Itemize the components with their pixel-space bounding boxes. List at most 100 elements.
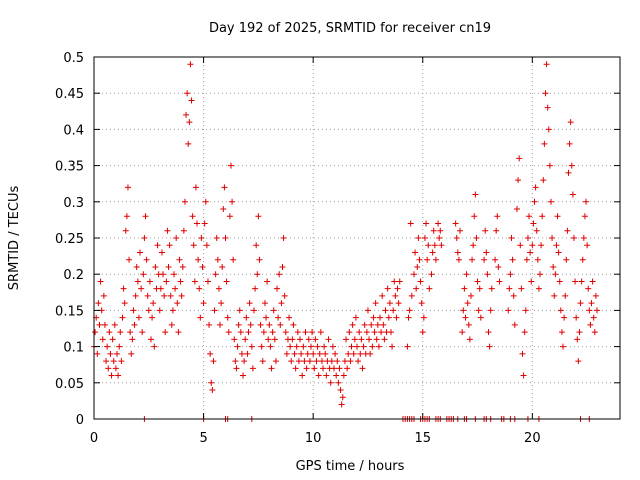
data-point <box>505 307 512 314</box>
data-point <box>312 336 319 343</box>
data-point <box>417 278 424 285</box>
data-point <box>343 336 350 343</box>
data-point <box>99 336 106 343</box>
data-point <box>429 249 436 256</box>
data-point <box>222 235 229 241</box>
data-point <box>283 350 290 357</box>
data-point <box>509 256 516 263</box>
data-point <box>336 365 343 372</box>
data-point <box>116 343 123 350</box>
data-point <box>473 235 480 241</box>
data-point <box>280 235 287 241</box>
data-point <box>557 307 564 314</box>
data-point <box>188 97 195 104</box>
data-point <box>127 329 134 336</box>
data-point <box>455 256 462 263</box>
data-point <box>294 329 301 336</box>
data-point <box>352 314 359 321</box>
data-point <box>581 213 588 220</box>
data-point <box>100 292 107 299</box>
data-point <box>227 162 234 169</box>
data-point <box>527 249 534 256</box>
data-point <box>220 206 227 213</box>
data-point <box>526 213 533 220</box>
data-point <box>143 256 150 263</box>
data-point <box>354 343 360 350</box>
data-point <box>569 191 576 198</box>
data-point <box>96 321 103 328</box>
data-point <box>379 292 386 299</box>
data-point <box>146 278 153 285</box>
data-point <box>404 343 411 350</box>
data-point <box>414 263 421 270</box>
data-point <box>553 242 560 249</box>
data-point <box>482 227 489 234</box>
data-point <box>547 198 554 205</box>
data-point <box>120 285 127 292</box>
data-point <box>269 329 276 336</box>
data-point <box>522 307 529 314</box>
data-point <box>566 140 573 147</box>
data-point <box>364 307 371 314</box>
x-tick-label: 5 <box>199 431 207 446</box>
data-point <box>97 278 104 285</box>
data-point <box>297 336 304 343</box>
data-point <box>199 263 206 270</box>
data-point <box>580 235 587 241</box>
x-tick-label: 20 <box>524 431 541 446</box>
data-point <box>589 278 596 285</box>
data-point <box>195 256 202 263</box>
data-point <box>332 350 339 357</box>
data-point <box>295 358 302 365</box>
data-point <box>266 321 273 328</box>
data-point <box>372 300 379 307</box>
data-point <box>384 285 391 292</box>
data-point <box>105 365 112 372</box>
data-point <box>329 343 336 350</box>
data-point <box>226 213 233 220</box>
data-point <box>350 350 357 357</box>
data-point <box>271 336 278 343</box>
data-point <box>298 350 305 357</box>
data-point <box>551 292 558 299</box>
data-point <box>145 307 152 314</box>
data-point <box>406 307 413 314</box>
y-tick-label: 0.05 <box>55 377 84 392</box>
data-point <box>356 329 363 336</box>
data-point <box>128 350 135 357</box>
data-point <box>361 321 368 328</box>
data-point <box>341 358 348 365</box>
data-point <box>471 213 478 220</box>
data-point <box>518 285 525 292</box>
data-point <box>432 256 439 263</box>
data-point <box>532 184 539 191</box>
data-point <box>122 227 129 234</box>
data-point <box>428 271 435 278</box>
y-tick-label: 0.5 <box>63 51 84 66</box>
data-point <box>147 336 154 343</box>
data-point <box>270 307 277 314</box>
data-point <box>166 242 173 249</box>
data-point <box>466 336 473 343</box>
data-point <box>172 285 179 292</box>
data-point <box>184 90 191 97</box>
data-point <box>540 177 547 184</box>
data-point <box>366 336 373 343</box>
data-point <box>528 278 535 285</box>
y-tick-label: 0.25 <box>55 232 84 247</box>
data-point <box>539 213 546 220</box>
data-point <box>256 256 263 263</box>
data-point <box>510 292 517 299</box>
data-point <box>367 350 374 357</box>
data-point <box>94 350 101 357</box>
data-point <box>389 343 396 350</box>
data-point <box>235 321 242 328</box>
data-point <box>186 119 193 126</box>
data-point <box>183 111 190 118</box>
data-point <box>238 350 245 357</box>
data-point <box>142 213 149 220</box>
data-point <box>286 314 293 321</box>
data-point <box>191 278 198 285</box>
data-point <box>203 242 210 249</box>
data-point <box>111 321 118 328</box>
